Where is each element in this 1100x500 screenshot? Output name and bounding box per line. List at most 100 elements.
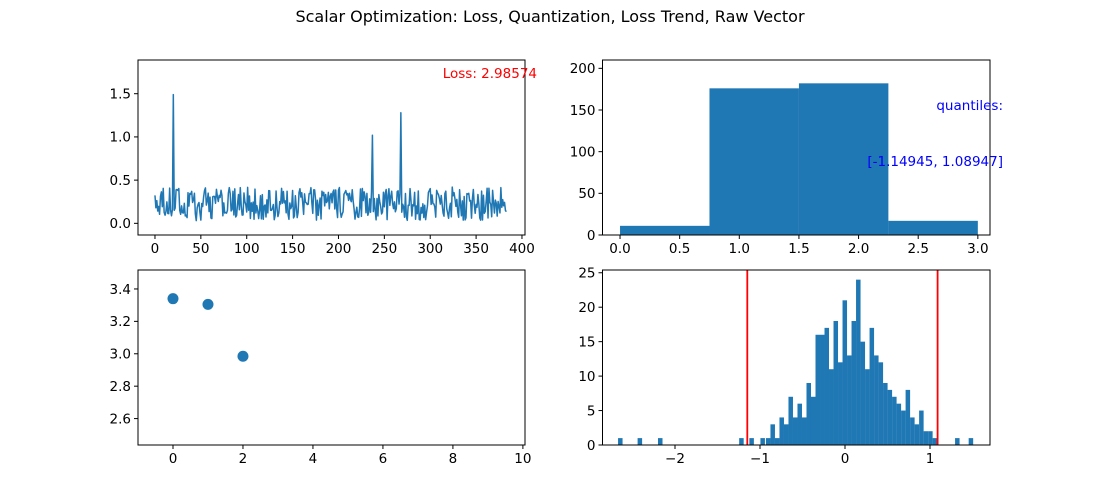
hist-bar — [860, 341, 866, 445]
hist-bar — [901, 410, 906, 445]
hist-bar — [829, 369, 834, 445]
hist-bar — [869, 327, 875, 445]
x-tick-label: 1 — [926, 451, 935, 467]
loss-line — [154, 93, 507, 222]
y-tick-label: 10 — [578, 369, 595, 385]
hist-bar — [765, 438, 771, 445]
hist-bar — [801, 417, 807, 445]
x-tick-label: 50 — [192, 241, 209, 257]
x-tick-label: 1.5 — [788, 241, 809, 257]
x-tick-label: 1.0 — [729, 241, 750, 257]
y-tick-label: 3.0 — [110, 347, 131, 363]
hist-bar — [833, 320, 839, 445]
hist-bar — [955, 438, 960, 445]
hist-bar — [856, 279, 861, 445]
hist-bar — [865, 369, 870, 445]
hist-bar — [618, 438, 623, 445]
hist-bar — [892, 396, 897, 445]
y-tick-label: 150 — [570, 103, 596, 119]
figure-title: Scalar Optimization: Loss, Quantization,… — [295, 7, 805, 26]
hist-bar — [838, 362, 843, 445]
loss-trend-plot: 0 2 4 6 8 10 2.6 2.8 3.0 3.2 3.4 — [110, 269, 531, 467]
x-tick-label: 200 — [326, 241, 352, 257]
x-tick-label: 150 — [280, 241, 306, 257]
scatter-point — [237, 350, 249, 362]
x-tick-label: 4 — [309, 451, 318, 467]
hist-bar — [847, 355, 852, 445]
loss-curve-plot: 0 50 100 150 200 250 300 350 400 0.0 0.5 1.0 1.5 — [110, 59, 535, 257]
hist-bar — [932, 438, 938, 445]
hist-bar — [806, 382, 811, 445]
hist-bar — [910, 417, 915, 445]
hist-bar — [779, 417, 784, 445]
hist-bar — [928, 431, 933, 445]
y-tick-label: 1.0 — [110, 130, 131, 146]
axes-frame — [137, 269, 526, 446]
hist-bar — [774, 438, 780, 445]
y-tick-label: 100 — [570, 144, 596, 160]
hist-bar — [820, 334, 825, 445]
x-tick-label: 2 — [239, 451, 248, 467]
y-tick-label: 1.5 — [110, 87, 131, 103]
y-tick-label: 5 — [587, 403, 596, 419]
hist-bar — [620, 225, 710, 235]
x-tick-label: 350 — [463, 241, 489, 257]
hist-bar — [739, 438, 744, 445]
hist-bar — [842, 300, 848, 445]
hist-bar — [914, 424, 920, 445]
hist-bar — [851, 320, 857, 445]
hist-bar — [788, 396, 793, 445]
y-tick-label: 50 — [578, 186, 595, 202]
quantization-hist-plot: 0.0 0.5 1.0 1.5 2.0 2.5 3.0 0 50 100 150 200 — [570, 59, 991, 257]
x-tick-label: 300 — [417, 241, 443, 257]
y-tick-label: 3.2 — [110, 314, 131, 330]
y-tick-label: 0.0 — [110, 216, 131, 232]
quantiles-annotation-line2: [-1.14945, 1.08947] — [867, 153, 1003, 170]
hist-bar — [798, 83, 889, 235]
quantiles-annotation: quantiles: [-1.14945, 1.08947] — [867, 60, 1003, 190]
hist-bar — [760, 438, 765, 445]
x-tick-label: −1 — [750, 451, 770, 467]
x-tick-label: 8 — [449, 451, 458, 467]
axes-frame — [602, 59, 991, 236]
x-tick-label: 0 — [151, 241, 160, 257]
hist-bar — [658, 438, 663, 445]
x-tick-label: 100 — [234, 241, 260, 257]
axes-frame — [602, 269, 991, 446]
hist-bar — [923, 431, 929, 445]
hist-bar — [968, 438, 974, 445]
x-tick-label: 400 — [509, 241, 535, 257]
y-tick-label: 0 — [587, 228, 596, 244]
y-tick-label: 0 — [587, 438, 596, 454]
hist-bar — [783, 424, 789, 445]
hist-bar — [770, 424, 775, 445]
x-tick-label: 0.5 — [669, 241, 690, 257]
x-tick-label: 10 — [514, 451, 531, 467]
x-tick-label: 0 — [841, 451, 850, 467]
x-tick-label: 250 — [371, 241, 397, 257]
hist-bar — [874, 355, 879, 445]
x-tick-label: 2.0 — [848, 241, 869, 257]
hist-bar — [709, 88, 799, 235]
hist-bar — [637, 438, 643, 445]
hist-bar — [919, 410, 924, 445]
y-tick-label: 2.6 — [110, 411, 131, 427]
y-tick-label: 20 — [578, 300, 595, 316]
x-tick-label: 0.0 — [609, 241, 630, 257]
hist-bar — [878, 362, 884, 445]
hist-bar — [824, 327, 830, 445]
x-tick-label: 3.0 — [967, 241, 988, 257]
y-tick-label: 2.8 — [110, 379, 131, 395]
hist-bar — [905, 389, 911, 445]
loss-annotation: Loss: 2.98574 — [442, 66, 537, 82]
x-tick-label: 0 — [169, 451, 178, 467]
hist-bar — [815, 334, 821, 445]
quantiles-annotation-line1: quantiles: — [936, 98, 1003, 114]
x-tick-label: −2 — [665, 451, 685, 467]
x-tick-label: 6 — [379, 451, 388, 467]
hist-bar — [896, 403, 902, 445]
scatter-point — [202, 298, 214, 310]
y-tick-label: 0.5 — [110, 173, 131, 189]
